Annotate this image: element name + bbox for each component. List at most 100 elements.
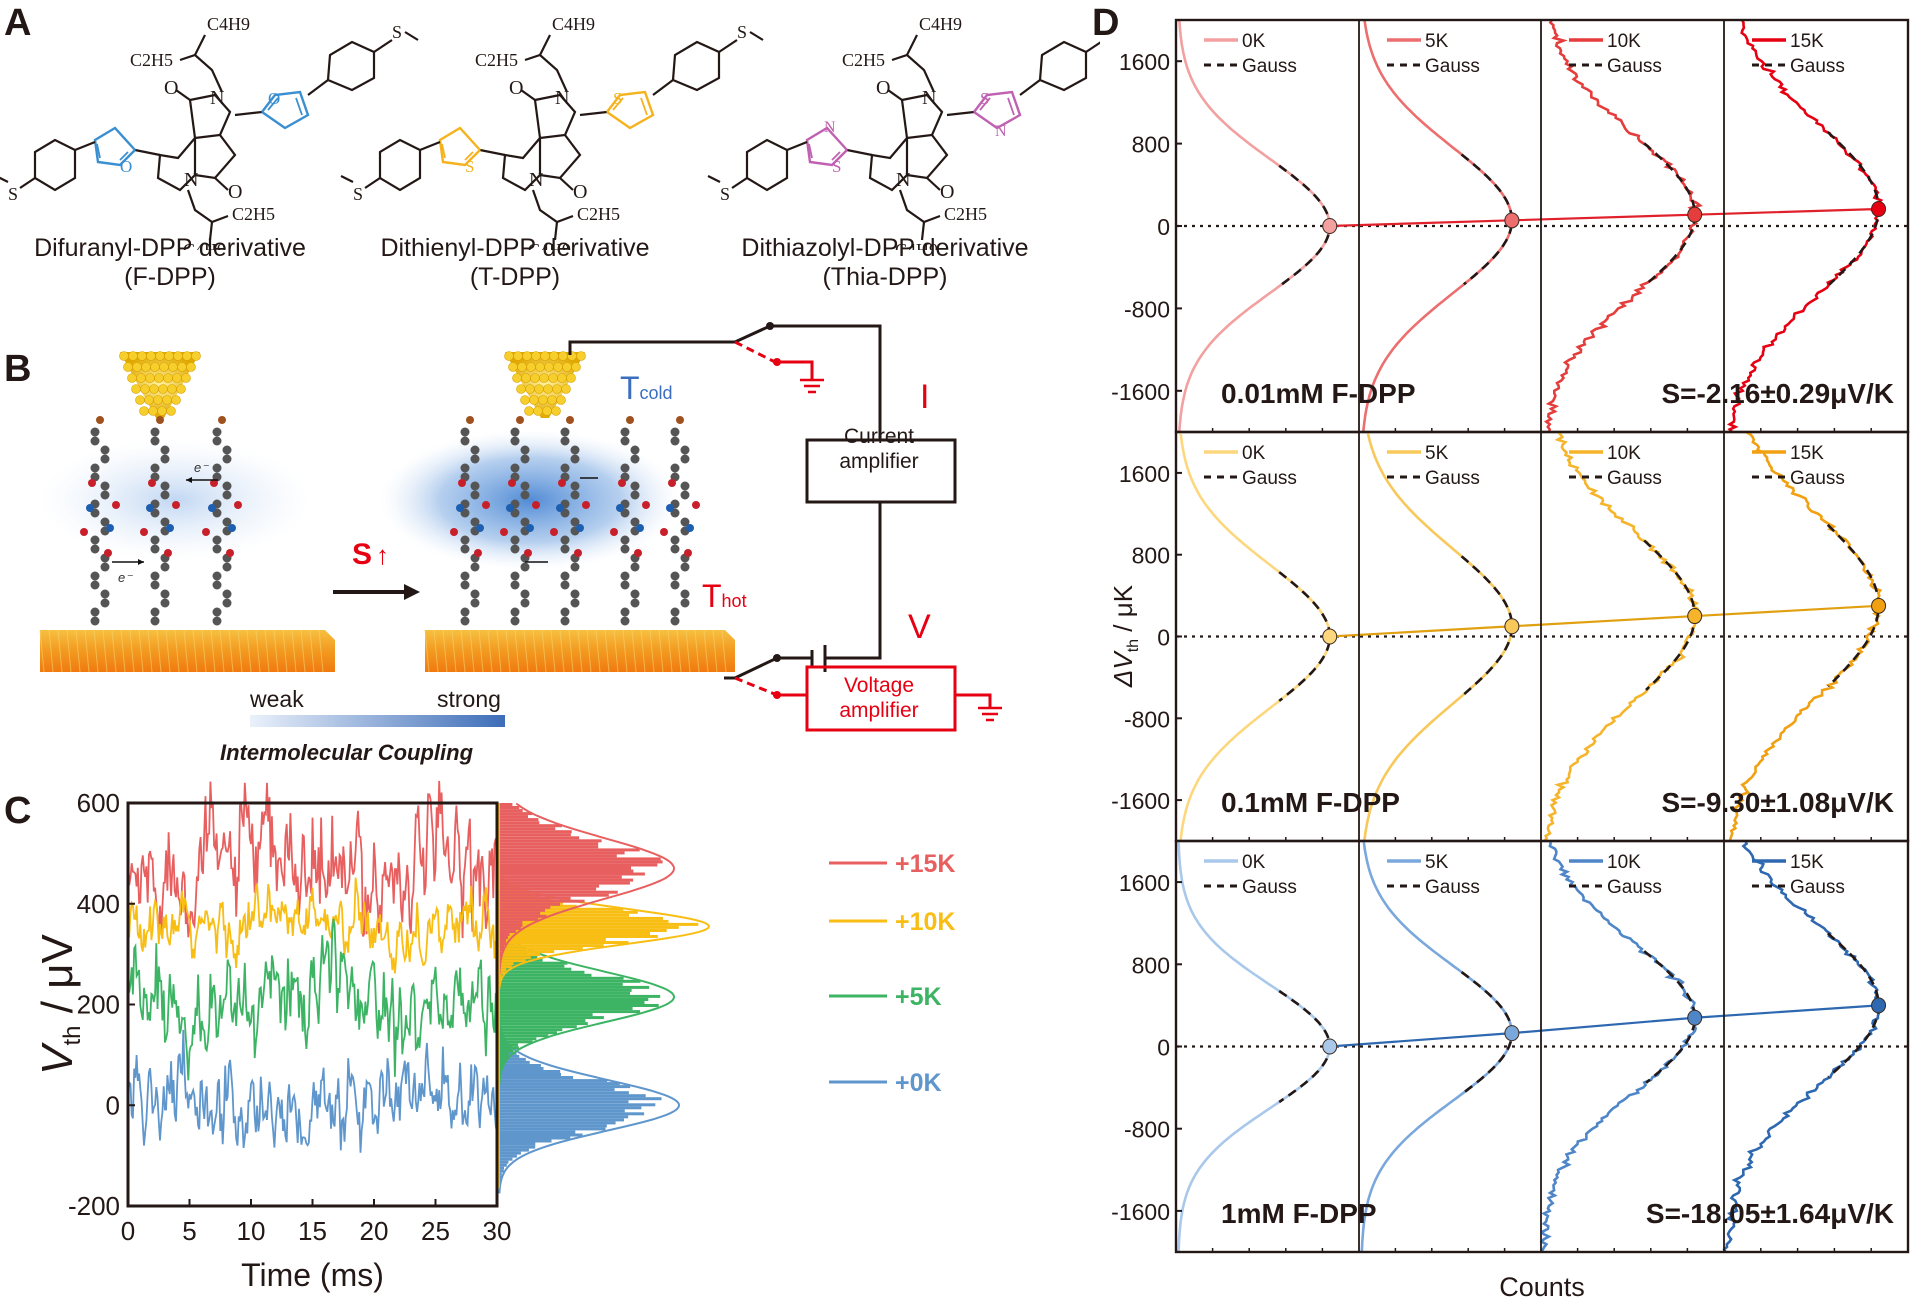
panel-a-label: A [4,2,32,44]
carbon-atom [570,445,580,455]
carbon-atom [620,616,630,626]
histogram-bar [499,1139,552,1143]
histogram-bar [499,956,531,960]
x-tick-label: 25 [421,1216,450,1246]
carbon-atom [670,616,680,626]
tip-atom [119,351,129,361]
voltage-amplifier-box: Voltage amplifier [808,673,950,723]
carbon-atom [212,580,222,590]
carbon-atom [212,463,222,473]
caption-line: (T-DPP) [469,263,561,291]
y-tick-label: 0 [106,1090,120,1120]
atom-row [595,629,601,673]
histogram-bar [499,968,507,972]
carbon-atom [460,436,470,446]
legend-temp-label: 10K [1607,31,1641,52]
bond [805,126,848,167]
y-tick-label: 1600 [1119,461,1170,487]
histogram-bar [499,954,502,958]
oxygen-atom [104,549,112,557]
tip-atom [148,406,158,416]
histogram-bar [499,977,502,981]
panel-d-label: D [1092,2,1120,44]
histogram-bar [499,916,663,920]
coupling-strong-label: strong [437,686,501,712]
x-axis-label: Time (ms) [241,1257,384,1293]
histogram-bar [499,970,585,974]
molecule-chain [202,416,242,626]
carbon-atom [212,571,222,581]
histogram-bar [499,929,667,932]
carbon-atom [460,463,470,473]
histogram-bar [499,907,624,911]
bond [194,134,237,180]
histogram-bar [499,961,568,965]
carbon-atom [160,490,170,500]
histogram-0K [498,1018,681,1194]
oxygen-atom [618,479,626,487]
histogram-bar [499,857,661,861]
molecule-structure: OONNC4H9C2H5C2H5C4H9SSNNSS [707,14,1100,250]
histogram-bar [499,833,571,837]
bond [404,31,419,41]
peak-marker-0K [1322,1038,1338,1055]
tip-atom [576,351,586,361]
atom-row [309,629,315,673]
legend-gauss-label: Gauss [1607,56,1662,77]
histogram-bar [499,953,541,957]
histogram-bar [499,806,520,809]
histogram-bar [499,950,555,954]
tip-atom [540,351,550,361]
oxygen-atom [500,528,508,536]
carbon-atom [680,589,690,599]
tip-atom [171,395,181,405]
gauss-fit [1643,950,1697,1084]
tip-atom [571,362,581,372]
oxygen-atom [668,479,676,487]
nitrogen-atom [556,504,564,512]
y-axis-label: Vth / μV [33,933,86,1074]
nitrogen-label: N [922,87,936,109]
bond [973,90,1022,130]
carbon-atom [520,490,530,500]
carbon-atom [620,571,630,581]
bond [0,176,9,183]
carbon-atom [510,616,520,626]
nitrogen-atom [506,504,514,512]
histogram-bar [499,890,618,894]
atom-row [487,629,493,673]
bond [533,93,577,140]
histogram-bar [499,925,679,929]
tip-atom [543,384,553,394]
carbon-atom [630,490,640,500]
atom-row [264,629,270,673]
carbon-atom [670,580,680,590]
t-symbol: T [620,370,640,406]
y-tick-label: -800 [1124,1117,1170,1143]
seebeck-increase-label: S ↑ [352,538,389,572]
carbon-atom [670,607,680,617]
carbon-atom [520,598,530,608]
histogram-bar [499,851,625,855]
heteroatom-label: S [613,89,622,108]
peak-marker-10K [1687,1009,1703,1026]
histogram-bar [499,1057,526,1061]
histogram-bar [499,1115,629,1119]
histogram-bar [499,1025,577,1029]
oxygen-label: O [876,77,890,99]
bond [1019,79,1041,96]
oxygen-atom [692,501,700,509]
legend-temp-label: 0K [1242,852,1266,873]
legend-temp-label: 15K [1790,852,1824,873]
histogram-bar [499,959,526,963]
caption-line: Dithiazolyl-DPP derivative [741,234,1029,262]
bond [74,140,96,152]
atom-row [631,629,637,673]
nitrogen-label: N [995,123,1007,140]
seebeck-value-label: S=-2.16±0.29μV/K [1661,378,1894,409]
oxygen-atom [660,528,668,536]
tip-atom [512,373,522,383]
oxygen-atom [80,528,88,536]
bond [295,97,303,116]
legend-gauss-label: Gauss [1790,468,1845,489]
